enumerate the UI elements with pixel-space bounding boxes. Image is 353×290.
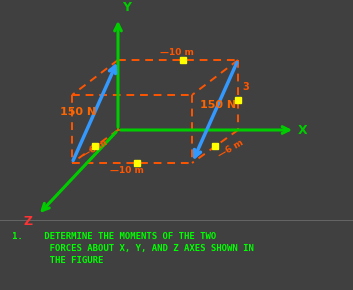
Text: —10 m: —10 m [110,166,144,175]
Text: X: X [298,124,307,137]
Text: —6 m: —6 m [81,138,109,160]
Text: 150 N: 150 N [200,100,236,110]
Text: Y: Y [122,1,131,14]
Text: —6 m: —6 m [217,138,246,160]
Text: —10 m: —10 m [160,48,194,57]
Text: 1.    DETERMINE THE MOMENTS OF THE TWO
       FORCES ABOUT X, Y, AND Z AXES SHOW: 1. DETERMINE THE MOMENTS OF THE TWO FORC… [12,232,254,264]
Text: Z: Z [24,215,33,228]
Text: 150 N: 150 N [60,107,96,117]
Text: 3: 3 [242,82,249,92]
